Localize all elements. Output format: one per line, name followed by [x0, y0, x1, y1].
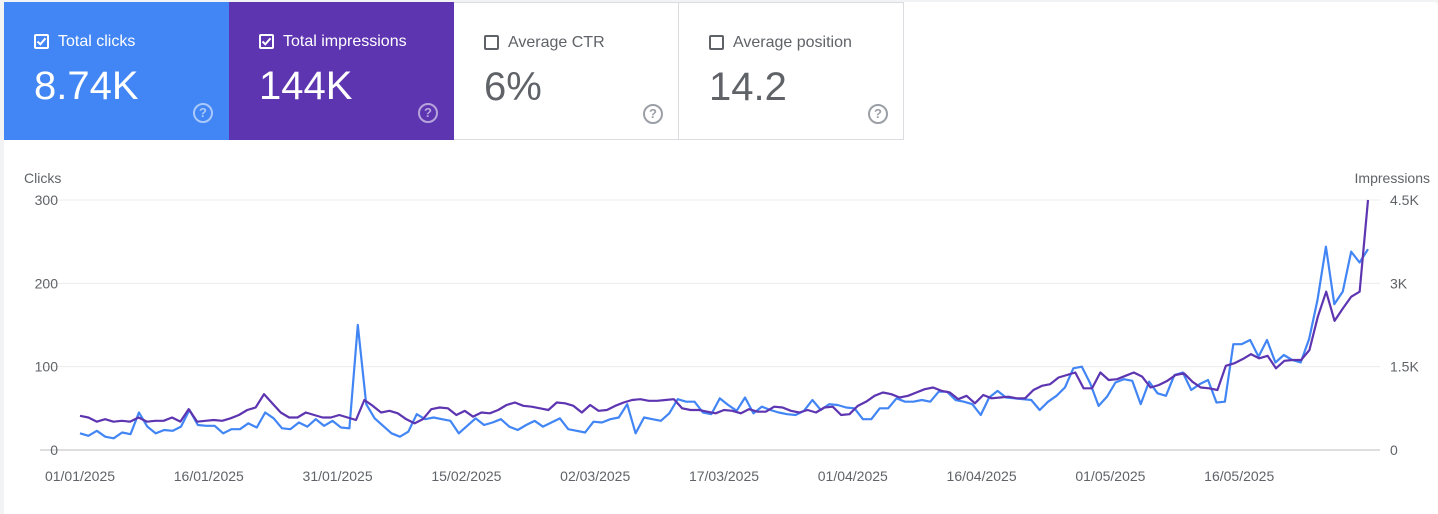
average-position-checkbox[interactable]	[709, 35, 724, 50]
y-tick-left: 0	[50, 442, 58, 458]
total-clicks-checkbox[interactable]	[34, 34, 49, 49]
total-impressions-card[interactable]: Total impressions 144K ?	[229, 2, 454, 140]
chart-series	[79, 199, 1370, 440]
y-axis-right-ticks: 4.5K 3K 1.5K 0	[1390, 192, 1419, 458]
y-tick-right: 3K	[1390, 275, 1408, 291]
total-impressions-checkbox[interactable]	[259, 34, 274, 49]
y-axis-left-label: Clicks	[24, 170, 61, 186]
x-tick-label: 16/01/2025	[174, 468, 244, 484]
average-position-value: 14.2	[709, 65, 787, 109]
question-circle-icon[interactable]: ?	[868, 104, 888, 124]
total-impressions-label: Total impressions	[283, 33, 407, 50]
question-circle-icon[interactable]: ?	[643, 104, 663, 124]
x-tick-label: 15/02/2025	[431, 468, 501, 484]
average-position-label: Average position	[733, 34, 852, 51]
x-tick-label: 17/03/2025	[689, 468, 759, 484]
x-axis-ticks: 01/01/2025 16/01/2025 31/01/2025 15/02/2025…	[45, 468, 1274, 484]
average-ctr-card[interactable]: Average CTR 6% ?	[454, 2, 679, 140]
y-tick-left: 200	[35, 275, 59, 291]
check-icon	[261, 37, 272, 46]
y-tick-right: 1.5K	[1390, 359, 1419, 375]
series-line-impressions	[79, 199, 1370, 425]
total-clicks-card[interactable]: Total clicks 8.74K ?	[4, 2, 229, 140]
metric-cards: Total clicks 8.74K ? Total impressions 1…	[4, 2, 904, 140]
average-ctr-label: Average CTR	[508, 34, 605, 51]
total-clicks-label: Total clicks	[58, 33, 136, 50]
question-circle-icon[interactable]: ?	[418, 103, 438, 123]
y-tick-left: 300	[35, 192, 59, 208]
question-circle-icon[interactable]: ?	[193, 103, 213, 123]
y-tick-left: 100	[35, 359, 59, 375]
x-tick-label: 02/03/2025	[560, 468, 630, 484]
x-tick-label: 01/04/2025	[818, 468, 888, 484]
check-icon	[36, 37, 47, 46]
y-tick-right: 4.5K	[1390, 192, 1419, 208]
y-tick-right: 0	[1390, 442, 1398, 458]
y-axis-left-ticks: 300 200 100 0	[35, 192, 59, 458]
average-ctr-checkbox[interactable]	[484, 35, 499, 50]
x-tick-label: 31/01/2025	[303, 468, 373, 484]
x-tick-label: 16/05/2025	[1204, 468, 1274, 484]
x-tick-label: 01/05/2025	[1075, 468, 1145, 484]
x-tick-label: 16/04/2025	[947, 468, 1017, 484]
chart-grid	[40, 199, 1380, 451]
total-impressions-value: 144K	[259, 64, 353, 108]
x-tick-label: 01/01/2025	[45, 468, 115, 484]
average-position-card[interactable]: Average position 14.2 ?	[679, 2, 904, 140]
y-axis-right-label: Impressions	[1355, 170, 1430, 186]
total-clicks-value: 8.74K	[34, 64, 139, 108]
average-ctr-value: 6%	[484, 65, 542, 109]
